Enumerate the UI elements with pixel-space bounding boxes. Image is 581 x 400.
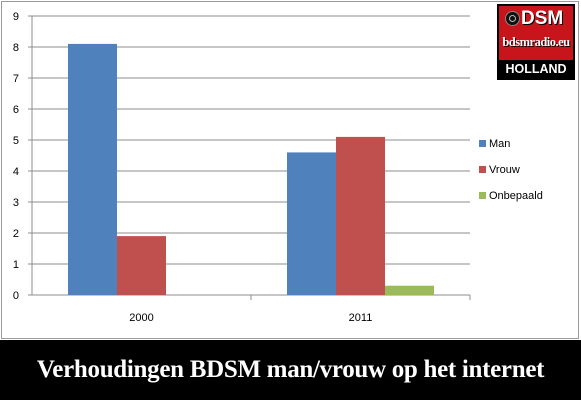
y-tick-label: 2 — [13, 228, 19, 240]
legend-swatch-man — [479, 140, 486, 147]
y-tick-label: 5 — [13, 135, 19, 147]
y-tick-label: 6 — [13, 104, 19, 116]
y-tick-label: 3 — [13, 197, 19, 209]
bdsmradio-logo: DSM bdsmradio.eu HOLLAND — [497, 4, 575, 80]
y-tick-label: 7 — [13, 73, 19, 85]
bar-vrouw-2011 — [336, 136, 385, 295]
bar-man-2011 — [287, 152, 336, 295]
logo-site: bdsmradio.eu — [502, 35, 570, 49]
caption-bar: Verhoudingen BDSM man/vrouw op het inter… — [0, 340, 581, 400]
y-tick-label: 9 — [13, 11, 19, 23]
ball-gag-icon — [505, 11, 520, 26]
x-tick-label: 2011 — [349, 312, 373, 324]
y-tick-label: 1 — [13, 259, 19, 271]
bar-vrouw-2000 — [117, 236, 166, 295]
bar-man-2000 — [68, 43, 117, 296]
logo-country: HOLLAND — [499, 60, 573, 78]
y-tick-label: 8 — [13, 42, 19, 54]
legend-label-vrouw: Vrouw — [489, 164, 520, 176]
legend-label-onbepaald: Onbepaald — [489, 190, 543, 202]
legend-swatch-onbepaald — [479, 192, 486, 199]
x-tick-label: 2000 — [129, 312, 153, 324]
legend-label-man: Man — [489, 138, 510, 150]
bar-onbepaald-2011 — [385, 285, 434, 295]
y-tick-label: 0 — [13, 290, 19, 302]
bar-chart: 0 1 2 3 4 5 6 7 8 9 2000 2011 Man Vrouw Onbepaald — [13, 11, 543, 324]
legend-swatch-vrouw — [479, 166, 486, 173]
caption-title: Verhoudingen BDSM man/vrouw op het inter… — [36, 356, 545, 383]
logo-name: DSM — [521, 8, 564, 29]
y-tick-label: 4 — [13, 166, 19, 178]
